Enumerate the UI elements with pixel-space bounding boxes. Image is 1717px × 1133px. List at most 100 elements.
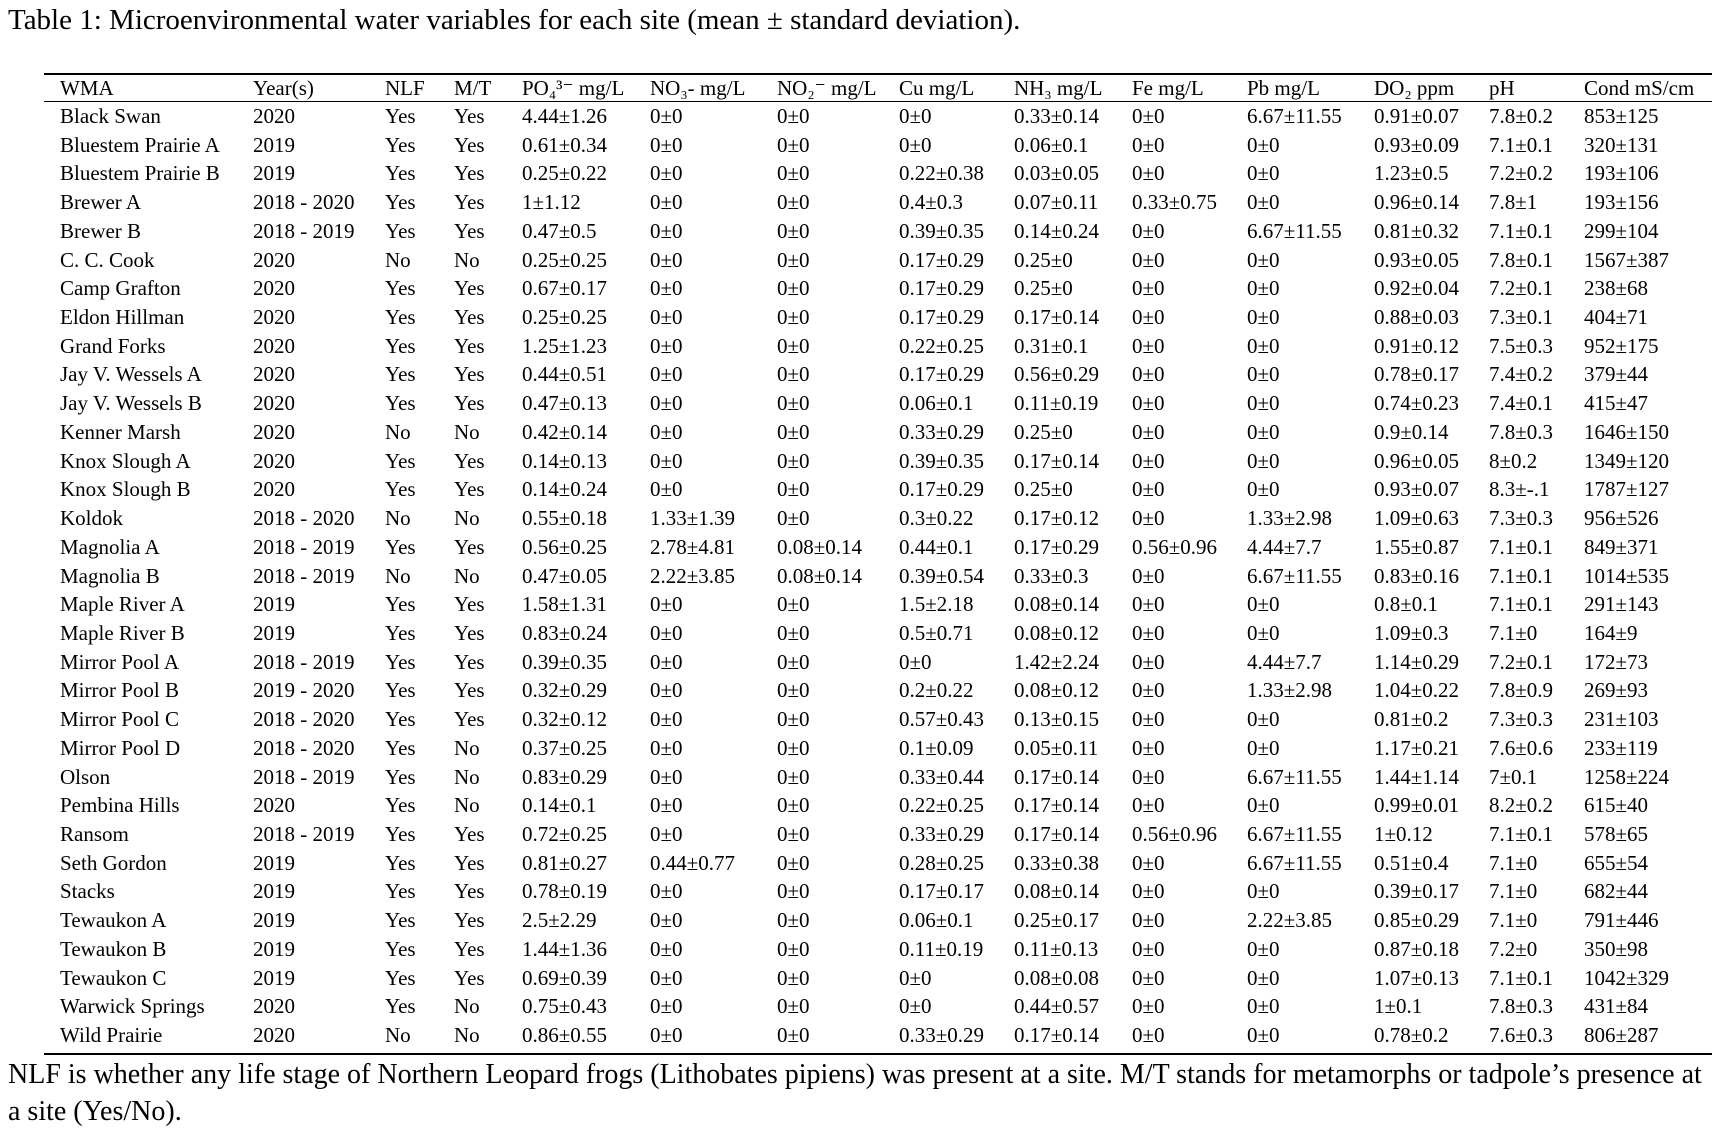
cell: 0±0: [1132, 247, 1165, 272]
cell: Yes: [454, 448, 485, 473]
site-name: Magnolia B: [60, 563, 160, 588]
cell: 0.25±0: [1014, 477, 1073, 502]
cell: 7.8±1: [1489, 190, 1538, 215]
cell: 0.47±0.13: [522, 391, 608, 416]
cell: Yes: [454, 218, 485, 243]
site-name: Eldon Hillman: [60, 305, 185, 330]
cell: Yes: [454, 678, 485, 703]
cell: 0±0: [777, 793, 810, 818]
cell: 238±68: [1584, 276, 1649, 301]
cell: 2019: [253, 908, 295, 933]
cell: 291±143: [1584, 592, 1659, 617]
cell: Yes: [454, 592, 485, 617]
cell: Yes: [385, 879, 416, 904]
cell: 0.33±0.29: [899, 1023, 985, 1048]
cell: 1646±150: [1584, 419, 1670, 444]
cell: Yes: [385, 305, 416, 330]
cell: 791±446: [1584, 908, 1659, 933]
cell: No: [454, 506, 480, 531]
cell: 0.74±0.23: [1374, 391, 1460, 416]
cell: 0±0: [777, 333, 810, 358]
cell: 7.5±0.3: [1489, 333, 1554, 358]
cell: Yes: [454, 132, 485, 157]
cell: 164±9: [1584, 620, 1638, 645]
cell: 0±0: [1247, 1023, 1280, 1048]
cell: 0.14±0.24: [522, 477, 608, 502]
cell: 0.56±0.96: [1132, 822, 1218, 846]
cell: No: [454, 247, 480, 272]
cell: Yes: [385, 908, 416, 933]
cell: Yes: [385, 190, 416, 215]
site-name: Tewaukon A: [60, 908, 167, 933]
cell: 0±0: [650, 333, 683, 358]
cell: 6.67±11.55: [1247, 218, 1342, 243]
cell: 1.5±2.18: [899, 592, 974, 617]
cell: 2018 - 2020: [253, 506, 355, 531]
cell: 2019: [253, 592, 295, 617]
cell: 0.33±0.3: [1014, 563, 1089, 588]
cell: Yes: [385, 620, 416, 645]
cell: 6.67±11.55: [1247, 764, 1342, 789]
cell: Yes: [385, 333, 416, 358]
cell: 1.04±0.22: [1374, 678, 1460, 703]
cell: 1.58±1.31: [522, 592, 608, 617]
cell: 0±0: [1132, 707, 1165, 732]
cell: 952±175: [1584, 333, 1659, 358]
footnote: NLF is whether any life stage of Norther…: [8, 1059, 1702, 1127]
cell: 7.1±0.1: [1489, 592, 1554, 617]
cell: 6.67±11.55: [1247, 104, 1342, 128]
cell: 0±0: [1247, 333, 1280, 358]
cell: 2019: [253, 850, 295, 875]
cell: 0±0: [650, 936, 683, 961]
cell: 0.33±0.75: [1132, 190, 1218, 215]
cell: 0±0: [1132, 276, 1165, 301]
cell: Yes: [385, 218, 416, 243]
cell: 2018 - 2019: [253, 218, 355, 243]
cell: 0±0: [1247, 707, 1280, 732]
cell: 0.33±0.14: [1014, 104, 1100, 128]
cell: 0±0: [650, 391, 683, 416]
cell: 0±0: [650, 735, 683, 760]
cell: 2018 - 2019: [253, 563, 355, 588]
cell: Yes: [454, 305, 485, 330]
cell: 2020: [253, 793, 295, 818]
cell: 2020: [253, 247, 295, 272]
cell: 0.06±0.1: [899, 391, 974, 416]
cell: 2019: [253, 620, 295, 645]
cell: Yes: [454, 965, 485, 990]
site-name: Grand Forks: [60, 333, 166, 358]
cell: 0.56±0.29: [1014, 362, 1100, 387]
cell: 0.85±0.29: [1374, 908, 1460, 933]
site-name: C. C. Cook: [60, 247, 155, 272]
site-name: Mirror Pool B: [60, 678, 180, 703]
cell: 4.44±1.26: [522, 104, 608, 128]
cell: 1.09±0.63: [1374, 506, 1460, 531]
site-name: Mirror Pool C: [60, 707, 180, 732]
cell: 0.51±0.4: [1374, 850, 1449, 875]
cell: 0±0: [1132, 879, 1165, 904]
cell: No: [454, 735, 480, 760]
cell: 0.14±0.24: [1014, 218, 1100, 243]
cell: 0.78±0.2: [1374, 1023, 1449, 1048]
cell: 1258±224: [1584, 764, 1670, 789]
cell: 7.3±0.3: [1489, 506, 1554, 531]
cell: 4.44±7.7: [1247, 534, 1322, 559]
cell: 0±0: [777, 764, 810, 789]
site-name: Camp Grafton: [60, 276, 181, 301]
cell: Yes: [385, 994, 416, 1019]
table-title: Table 1: Microenvironmental water variab…: [8, 4, 1021, 36]
cell: 0.32±0.12: [522, 707, 608, 732]
cell: 1±0.1: [1374, 994, 1423, 1019]
cell: 0.25±0.25: [522, 305, 608, 330]
cell: No: [454, 764, 480, 789]
site-name: Brewer B: [60, 218, 142, 243]
cell: 7.1±0.1: [1489, 218, 1554, 243]
cell: 615±40: [1584, 793, 1649, 818]
site-name: Tewaukon B: [60, 936, 167, 961]
cell: 0±0: [650, 908, 683, 933]
cell: 0.17±0.14: [1014, 1023, 1100, 1048]
cell: Yes: [385, 965, 416, 990]
cell: 1.33±1.39: [650, 506, 736, 531]
cell: 0.91±0.07: [1374, 104, 1460, 128]
cell: Yes: [454, 190, 485, 215]
